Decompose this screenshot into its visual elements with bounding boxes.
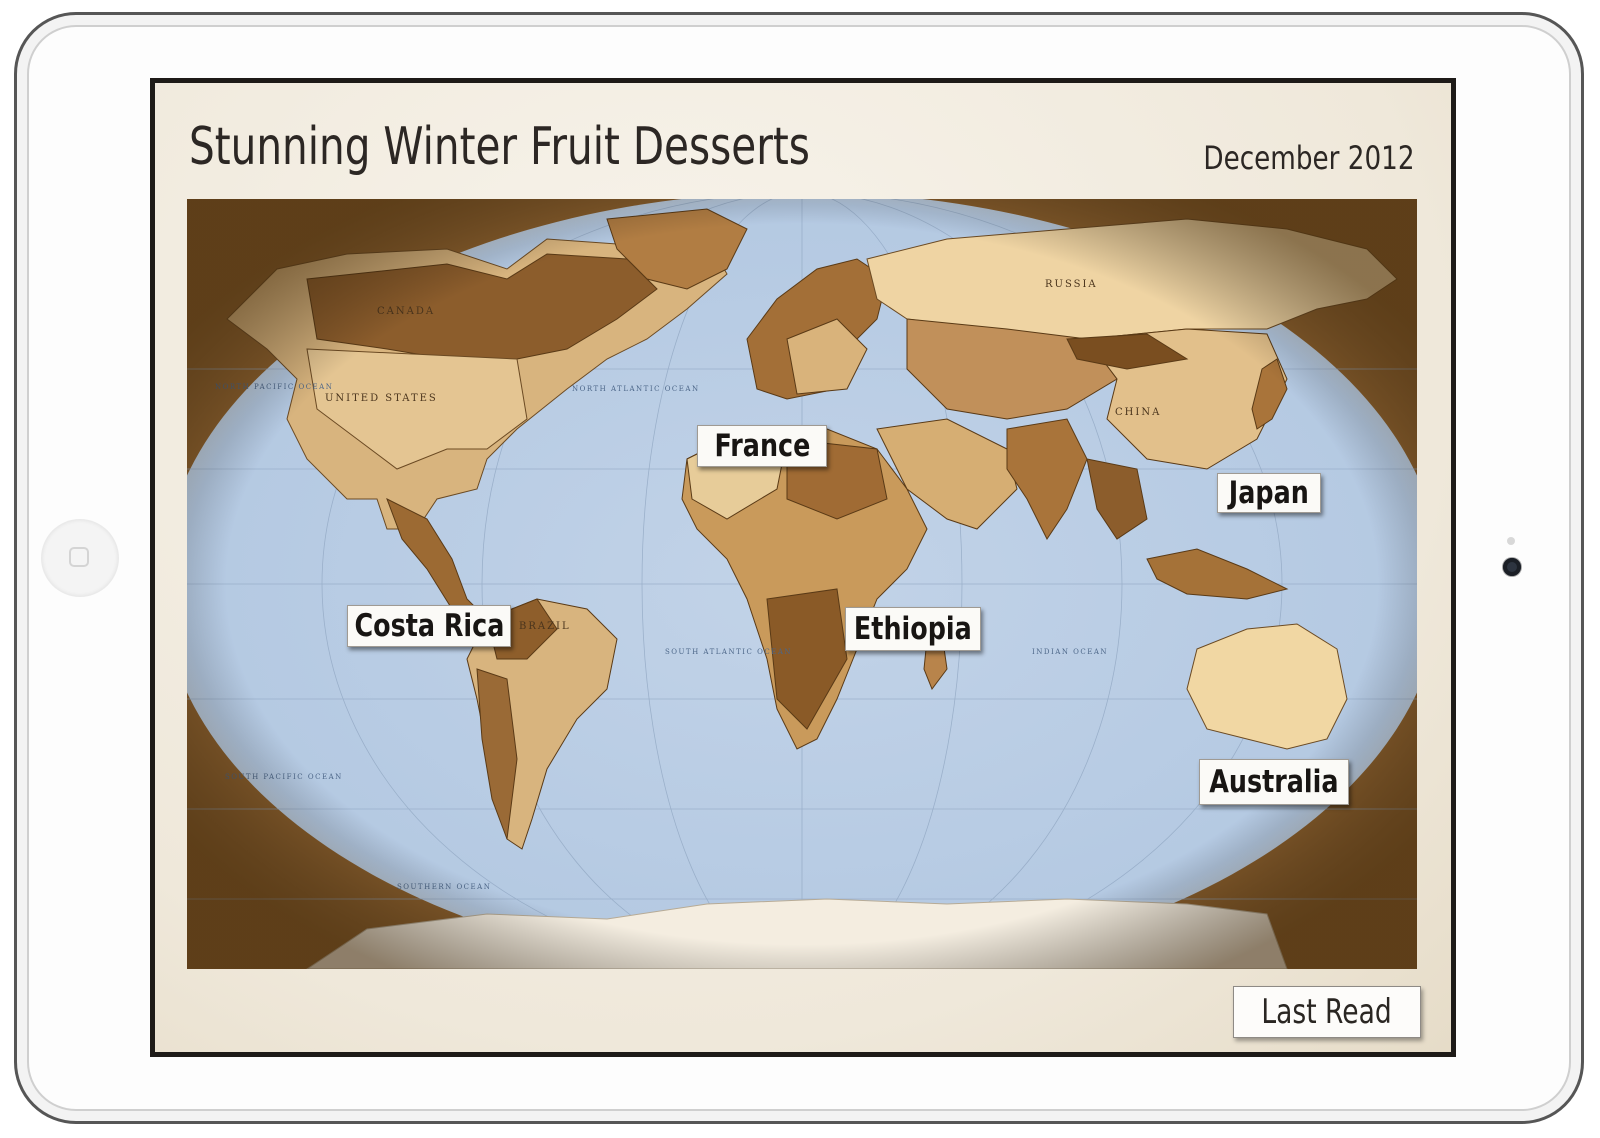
- screen: Stunning Winter Fruit Desserts December …: [150, 78, 1456, 1057]
- destination-australia-button[interactable]: Australia: [1199, 759, 1349, 805]
- front-camera: [1503, 558, 1521, 576]
- world-map-graphic: CANADA UNITED STATES RUSSIA CHINA BRAZIL…: [187, 199, 1417, 969]
- last-read-button[interactable]: Last Read: [1233, 986, 1421, 1038]
- destination-japan-button[interactable]: Japan: [1217, 473, 1321, 513]
- page-title: Stunning Winter Fruit Desserts: [189, 117, 810, 177]
- destination-costa-rica-button[interactable]: Costa Rica: [347, 605, 511, 647]
- home-square-icon: [69, 547, 89, 567]
- ambient-sensor: [1507, 537, 1515, 545]
- last-read-label: Last Read: [1261, 992, 1393, 1032]
- destination-ethiopia-button[interactable]: Ethiopia: [845, 607, 981, 651]
- home-button[interactable]: [42, 520, 118, 596]
- page-background: Stunning Winter Fruit Desserts December …: [155, 83, 1451, 1052]
- destination-france-button[interactable]: France: [697, 425, 827, 467]
- world-map: CANADA UNITED STATES RUSSIA CHINA BRAZIL…: [187, 199, 1417, 969]
- issue-date: December 2012: [1203, 139, 1415, 177]
